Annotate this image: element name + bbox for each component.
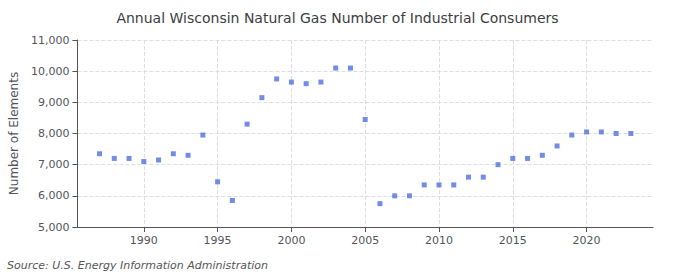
svg-text:2005: 2005 (351, 234, 379, 247)
svg-text:2010: 2010 (425, 234, 453, 247)
svg-text:2015: 2015 (499, 234, 527, 247)
svg-text:7,000: 7,000 (38, 158, 70, 171)
svg-text:Annual Wisconsin Natural Gas N: Annual Wisconsin Natural Gas Number of I… (116, 10, 558, 26)
svg-text:11,000: 11,000 (31, 34, 70, 47)
svg-text:1995: 1995 (204, 234, 232, 247)
svg-text:Source: U.S. Energy Informatio: Source: U.S. Energy Information Administ… (7, 259, 268, 272)
svg-text:9,000: 9,000 (38, 96, 70, 109)
svg-text:2020: 2020 (573, 234, 601, 247)
svg-text:8,000: 8,000 (38, 127, 70, 140)
svg-text:10,000: 10,000 (31, 65, 70, 78)
svg-text:5,000: 5,000 (38, 221, 70, 234)
svg-text:6,000: 6,000 (38, 189, 70, 202)
svg-text:Number of Elements: Number of Elements (7, 72, 21, 195)
svg-text:2000: 2000 (277, 234, 305, 247)
svg-text:1990: 1990 (130, 234, 158, 247)
